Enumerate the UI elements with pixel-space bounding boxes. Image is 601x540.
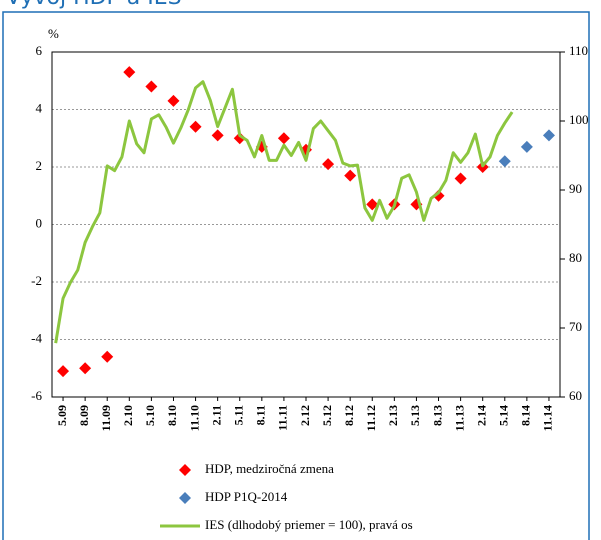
- marker: [145, 80, 158, 93]
- marker: [498, 155, 511, 168]
- legend-swatch: [179, 492, 191, 504]
- y-tick-label: 0: [36, 215, 43, 230]
- y-tick-label: -4: [31, 330, 42, 345]
- x-tick-label: 11.12: [364, 405, 378, 431]
- marker: [277, 132, 290, 145]
- x-tick-label: 5.11: [231, 405, 245, 425]
- x-tick-label: 5.14: [497, 405, 511, 426]
- marker: [211, 129, 224, 142]
- line: [54, 80, 514, 344]
- x-tick-label: 11.14: [541, 405, 555, 431]
- x-tick-label: 11.13: [452, 405, 466, 431]
- x-tick-label: 8.13: [430, 405, 444, 426]
- x-tick-label: 2.13: [386, 405, 400, 426]
- y-tick-label: 4: [36, 100, 43, 115]
- x-tick-label: 11.11: [276, 405, 290, 431]
- marker: [322, 158, 335, 171]
- chart-title: Vývoj HDP a IES: [6, 0, 182, 10]
- x-tick-label: 2.10: [121, 405, 135, 426]
- y2-tick-label: 100: [569, 112, 589, 127]
- x-tick-label: 8.11: [254, 405, 268, 425]
- x-tick-label: 2.14: [474, 405, 488, 426]
- y2-tick-label: 60: [569, 388, 582, 403]
- y-tick-label: -6: [31, 388, 42, 403]
- y-axis-label: %: [48, 26, 59, 41]
- marker: [432, 189, 445, 202]
- y-tick-label: 6: [36, 43, 43, 58]
- legend-label: IES (dlhodobý priemer = 100), pravá os: [205, 517, 413, 532]
- x-tick-label: 5.09: [55, 405, 69, 426]
- x-tick-label: 2.11: [209, 405, 223, 425]
- y-tick-label: -2: [31, 273, 42, 288]
- x-tick-label: 2.12: [298, 405, 312, 426]
- frame: [2, 11, 590, 540]
- marker: [233, 132, 246, 145]
- x-tick-label: 8.10: [165, 405, 179, 426]
- x-tick-label: 8.14: [519, 405, 533, 426]
- marker: [542, 129, 555, 142]
- x-tick-label: 5.12: [320, 405, 334, 426]
- y-tick-label: 2: [36, 158, 43, 173]
- y2-tick-label: 90: [569, 181, 582, 196]
- y2-tick-label: 70: [569, 319, 582, 334]
- y2-tick-label: 80: [569, 250, 582, 265]
- x-tick-label: 5.13: [408, 405, 422, 426]
- marker: [79, 362, 92, 375]
- marker: [123, 66, 136, 79]
- x-tick-label: 5.10: [143, 405, 157, 426]
- x-tick-label: 8.12: [342, 405, 356, 426]
- marker: [57, 365, 70, 378]
- x-tick-label: 11.09: [99, 405, 113, 431]
- x-tick-label: 11.10: [187, 405, 201, 431]
- marker: [189, 120, 202, 133]
- legend-swatch: [179, 464, 191, 476]
- y2-tick-label: 110: [569, 43, 588, 58]
- marker: [520, 140, 533, 153]
- marker: [454, 172, 467, 185]
- x-tick-label: 8.09: [77, 405, 91, 426]
- marker: [344, 169, 357, 182]
- marker: [101, 350, 114, 363]
- legend-label: HDP P1Q-2014: [205, 489, 288, 504]
- marker: [366, 198, 379, 211]
- marker: [167, 94, 180, 107]
- legend-label: HDP, medziročná zmena: [205, 461, 334, 476]
